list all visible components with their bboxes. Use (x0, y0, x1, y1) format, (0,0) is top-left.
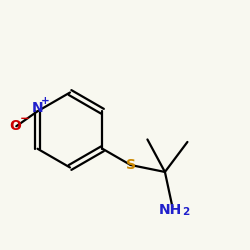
Text: 2: 2 (182, 208, 190, 218)
Text: −: − (19, 112, 29, 125)
Text: S: S (126, 158, 136, 172)
Text: O: O (9, 119, 21, 133)
Text: N: N (32, 100, 43, 114)
Text: +: + (41, 96, 50, 106)
Text: NH: NH (158, 203, 182, 217)
